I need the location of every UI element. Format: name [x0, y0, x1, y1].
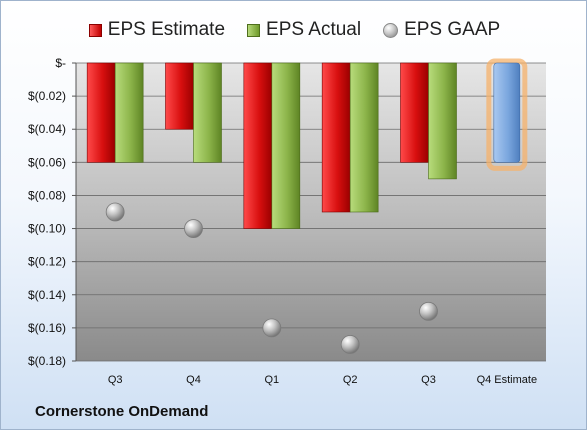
bar-eps-actual: [271, 62, 301, 229]
company-name: Cornerstone OnDemand: [35, 403, 209, 420]
chart-legend: EPS Estimate EPS Actual EPS GAAP: [1, 15, 586, 45]
bar-eps-estimate: [243, 62, 273, 229]
legend-item-estimate: EPS Estimate: [88, 19, 226, 41]
y-tick-label: $(0.16): [28, 321, 66, 335]
bar-eps-actual: [428, 62, 457, 180]
marker-eps-gaap: [419, 301, 438, 321]
bar-eps-actual: [114, 62, 144, 163]
x-tick-label: Q1: [264, 374, 279, 386]
bars: [86, 58, 528, 229]
y-axis: $- $(0.02) $(0.04) $(0.06) $(0.08) $(0.10) $(0…: [28, 56, 77, 368]
x-tick-label: Q2: [343, 374, 358, 386]
y-tick-label: $(0.02): [28, 89, 66, 103]
bar-eps-estimate: [86, 62, 116, 163]
y-tick-label: $(0.04): [28, 122, 66, 136]
y-tick-label: $(0.14): [28, 288, 66, 302]
y-tick-label: $(0.12): [28, 255, 66, 269]
legend-item-actual: EPS Actual: [247, 19, 361, 41]
x-tick-label: Q4 Estimate: [477, 374, 538, 386]
legend-item-gaap: EPS GAAP: [383, 19, 500, 41]
q4-estimate-highlight: [486, 58, 528, 171]
x-tick-label: Q4: [186, 374, 201, 386]
legend-swatch-estimate: [88, 23, 102, 37]
legend-swatch-gaap: [383, 22, 399, 38]
gaap-markers: [105, 202, 438, 354]
legend-label-actual: EPS Actual: [266, 19, 362, 40]
bar-eps-estimate: [400, 62, 429, 163]
bar-q4-estimate: [493, 62, 521, 163]
bar-eps-actual: [193, 62, 222, 163]
y-tick-label: $(0.08): [28, 188, 66, 202]
marker-eps-gaap: [262, 318, 282, 338]
marker-eps-gaap: [184, 219, 203, 238]
legend-swatch-actual: [247, 23, 261, 37]
plot-area: [76, 63, 546, 361]
gridlines: [76, 62, 546, 362]
legend-label-gaap: EPS GAAP: [404, 19, 501, 40]
marker-eps-gaap: [340, 335, 360, 354]
x-axis: Q3 Q4 Q1 Q2 Q3 Q4 Estimate: [108, 374, 537, 386]
y-tick-label: $(0.06): [28, 155, 66, 169]
y-tick-label: $-: [55, 56, 66, 70]
y-tick-label: $(0.10): [28, 222, 66, 236]
y-tick-label: $(0.18): [28, 354, 66, 368]
bar-eps-actual: [349, 62, 379, 213]
x-tick-label: Q3: [421, 374, 436, 386]
bar-eps-estimate: [321, 62, 351, 213]
x-tick-label: Q3: [108, 374, 123, 386]
bar-eps-estimate: [165, 62, 194, 130]
legend-label-estimate: EPS Estimate: [107, 19, 226, 40]
marker-eps-gaap: [105, 202, 125, 222]
